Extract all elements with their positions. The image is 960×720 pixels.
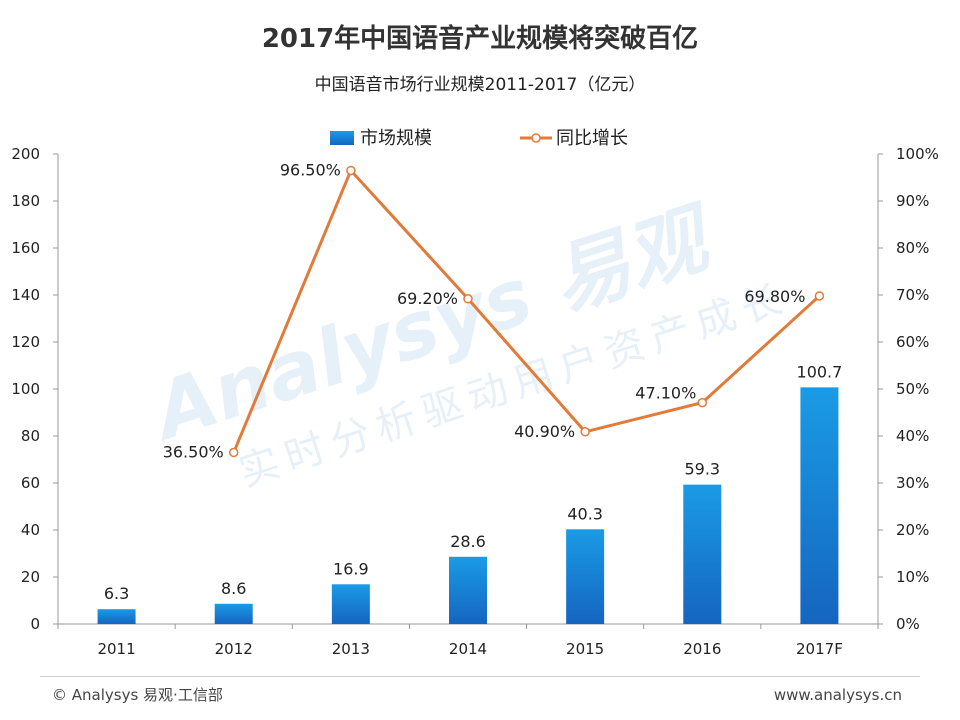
line-data-label: 36.50% bbox=[163, 442, 224, 461]
legend-bar-swatch bbox=[330, 131, 354, 145]
line-data-label: 40.90% bbox=[514, 422, 575, 441]
footer-url[interactable]: www.analysys.cn bbox=[773, 686, 902, 704]
left-tick-label: 80 bbox=[21, 427, 40, 445]
right-tick-label: 60% bbox=[896, 333, 929, 351]
legend-line-label: 同比增长 bbox=[556, 128, 628, 149]
right-tick-label: 70% bbox=[896, 286, 929, 304]
left-tick-label: 120 bbox=[11, 333, 40, 351]
right-tick-label: 30% bbox=[896, 474, 929, 492]
x-tick-label: 2012 bbox=[215, 640, 253, 658]
axes-layer: 0 0% 20 10% 40 20% 60 30% 80 40% 100 50% 120 60% 140 70… bbox=[11, 145, 939, 658]
left-tick-label: 0 bbox=[30, 615, 40, 633]
bar-data-label: 16.9 bbox=[333, 559, 369, 578]
footer-copyright: © Analysys 易观·工信部 bbox=[52, 686, 223, 704]
x-tick-label: 2013 bbox=[332, 640, 370, 658]
line-point bbox=[580, 427, 590, 437]
left-tick-label: 200 bbox=[11, 145, 40, 163]
line-point bbox=[228, 447, 239, 458]
chart-subtitle: 中国语音市场行业规模2011-2017（亿元） bbox=[314, 75, 646, 95]
bar-data-label: 59.3 bbox=[684, 460, 720, 479]
x-tick-label: 2015 bbox=[566, 640, 604, 658]
right-tick-label: 0% bbox=[896, 615, 920, 633]
line-point bbox=[346, 165, 356, 176]
line-layer: 36.50% 96.50% 69.20% 40.90% 47.10% 69.80% bbox=[163, 160, 825, 461]
line-point bbox=[463, 294, 473, 304]
line-data-label: 96.50% bbox=[280, 160, 341, 179]
bar-data-label: 8.6 bbox=[221, 579, 246, 598]
line-point bbox=[697, 397, 708, 408]
right-tick-label: 80% bbox=[896, 239, 929, 257]
bar bbox=[214, 603, 253, 624]
right-tick-label: 40% bbox=[896, 427, 929, 445]
right-tick-label: 100% bbox=[896, 145, 939, 163]
x-tick-label: 2016 bbox=[683, 640, 721, 658]
right-tick-label: 20% bbox=[896, 521, 929, 539]
bar bbox=[449, 556, 487, 624]
legend: 市场规模 同比增长 bbox=[330, 128, 628, 149]
x-tick-label: 2017F bbox=[796, 640, 843, 658]
line-point bbox=[814, 291, 825, 301]
bar bbox=[800, 387, 839, 624]
left-tick-label: 140 bbox=[11, 286, 40, 304]
left-tick-label: 60 bbox=[21, 474, 40, 492]
left-tick-label: 20 bbox=[21, 568, 40, 586]
bar-data-label: 28.6 bbox=[450, 532, 486, 551]
bars-layer: 6.3 8.6 16.9 28.6 40.3 59.3 100.7 bbox=[97, 362, 843, 624]
bar bbox=[683, 484, 722, 624]
x-tick-label: 2011 bbox=[97, 640, 135, 658]
line-data-label: 69.20% bbox=[397, 289, 458, 308]
x-tick-label: 2014 bbox=[449, 640, 487, 658]
legend-bar-label: 市场规模 bbox=[360, 128, 432, 149]
bar bbox=[566, 529, 605, 624]
bar bbox=[331, 584, 370, 624]
growth-line bbox=[232, 167, 821, 454]
bar-data-label: 100.7 bbox=[797, 362, 843, 381]
bar-data-label: 6.3 bbox=[104, 584, 129, 603]
line-data-label: 69.80% bbox=[744, 287, 805, 306]
right-tick-label: 90% bbox=[896, 192, 929, 210]
left-tick-label: 100 bbox=[11, 380, 40, 398]
right-tick-label: 10% bbox=[896, 568, 929, 586]
bar-data-label: 40.3 bbox=[567, 504, 603, 523]
bar bbox=[97, 609, 136, 624]
footer-divider bbox=[40, 676, 920, 677]
line-data-label: 47.10% bbox=[635, 384, 696, 403]
chart-title: 2017年中国语音产业规模将突破百亿 bbox=[261, 24, 699, 54]
right-tick-label: 50% bbox=[896, 380, 929, 398]
left-tick-label: 180 bbox=[11, 192, 40, 210]
left-tick-label: 40 bbox=[21, 521, 40, 539]
legend-line-marker bbox=[531, 133, 541, 143]
left-tick-label: 160 bbox=[11, 239, 40, 257]
